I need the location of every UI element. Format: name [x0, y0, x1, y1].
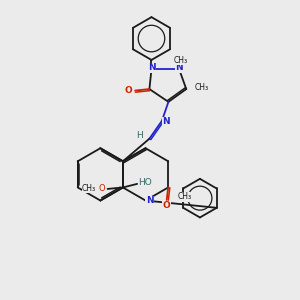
Text: O: O: [99, 184, 106, 193]
Text: HO: HO: [139, 178, 152, 187]
Text: CH₃: CH₃: [195, 83, 209, 92]
Text: N: N: [162, 117, 170, 126]
Text: O: O: [163, 201, 170, 210]
Text: H: H: [136, 130, 143, 140]
Text: O: O: [125, 86, 133, 95]
Text: N: N: [148, 63, 156, 72]
Text: N: N: [146, 196, 154, 205]
Text: CH₃: CH₃: [174, 56, 188, 65]
Text: N: N: [175, 63, 183, 72]
Text: CH₃: CH₃: [82, 184, 96, 193]
Text: CH₃: CH₃: [178, 192, 192, 201]
